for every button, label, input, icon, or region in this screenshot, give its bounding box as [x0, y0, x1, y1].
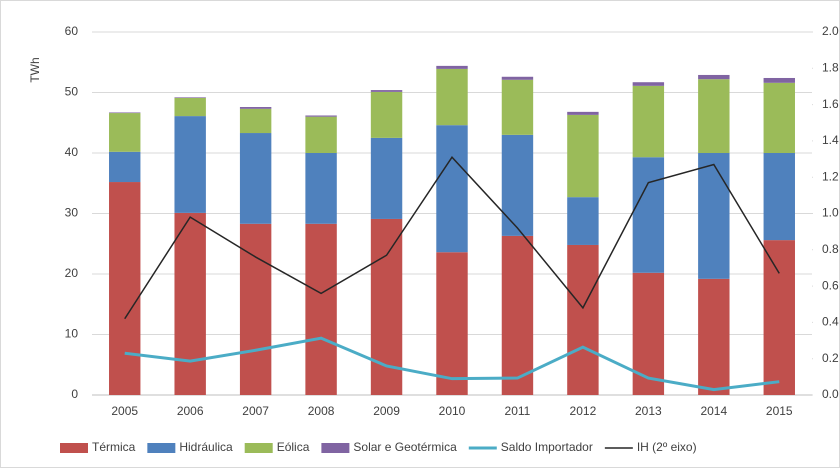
bar-segment [239, 223, 272, 395]
bar-segment [567, 111, 599, 115]
y-tick-label: 10 [65, 327, 79, 341]
x-tick-label: 2009 [373, 404, 400, 418]
bar-segment [698, 278, 730, 395]
bar-segment [305, 153, 337, 224]
legend-label: Eólica [277, 440, 310, 454]
bar-segment [436, 252, 468, 395]
bar-segment [763, 153, 795, 241]
x-tick-label: 2013 [635, 404, 662, 418]
x-tick-label: 2010 [439, 404, 466, 418]
legend-swatch [147, 443, 176, 453]
x-tick-label: 2006 [177, 404, 204, 418]
bar-segment [305, 115, 337, 117]
bar-segment [632, 82, 665, 86]
bar-segment [501, 79, 534, 135]
x-tick-label: 2012 [570, 404, 597, 418]
bar-segment [698, 74, 730, 80]
legend-swatch [321, 443, 350, 453]
bar-segment [436, 68, 468, 126]
bar-segment [370, 91, 403, 138]
y2-tick-label: 1.4 [822, 133, 839, 147]
x-tick-label: 2005 [111, 404, 138, 418]
y-tick-label: 40 [65, 145, 79, 159]
line-series [124, 336, 780, 392]
y2-tick-label: 0.2 [822, 351, 839, 365]
bar-segment [632, 85, 665, 158]
y2-tick-label: 1.0 [822, 206, 839, 220]
legend-label: Saldo Importador [501, 440, 593, 454]
bar-segment [239, 108, 272, 134]
bar-segment [567, 197, 599, 245]
bar-segment [109, 151, 141, 183]
bar-segment [698, 79, 730, 153]
y-tick-label: 60 [65, 24, 79, 38]
bar-segment [174, 212, 206, 395]
legend-label: IH (2º eixo) [637, 440, 697, 454]
y2-tick-label: 1.2 [822, 169, 839, 183]
x-tick-label: 2015 [766, 404, 793, 418]
y-tick-label: 0 [71, 387, 78, 401]
y-tick-label: 50 [65, 85, 79, 99]
bar-segment [436, 125, 468, 253]
legend-swatch [60, 443, 88, 453]
bar-segment [763, 240, 795, 395]
bar-segment [174, 116, 206, 213]
bar-segment [109, 182, 141, 395]
legend-swatch [244, 443, 273, 453]
y2-tick-label: 0.6 [822, 278, 839, 292]
bar-segment [305, 116, 337, 153]
bar-segment [567, 114, 599, 198]
x-tick-label: 2007 [242, 404, 269, 418]
y-axis-label: TWh [28, 57, 42, 82]
y2-tick-label: 0.4 [822, 315, 839, 329]
bar-segment [109, 112, 141, 114]
bar-segment [501, 134, 534, 236]
y-tick-label: 30 [65, 206, 79, 220]
y2-tick-label: 0.8 [822, 242, 839, 256]
x-tick-label: 2008 [308, 404, 335, 418]
line-series [124, 156, 780, 320]
y-tick-label: 20 [65, 266, 79, 280]
bar-segment [501, 76, 534, 80]
x-tick-label: 2014 [700, 404, 727, 418]
y2-tick-label: 0.0 [822, 387, 839, 401]
x-tick-label: 2011 [505, 404, 531, 418]
bar-segment [436, 65, 468, 69]
bar-segment [370, 137, 403, 219]
bar-segment [370, 90, 403, 92]
legend-label: Solar e Geotérmica [353, 440, 457, 454]
bar-segment [239, 133, 272, 224]
bar-segment [763, 77, 795, 83]
legend-label: Hidráulica [179, 440, 233, 454]
y2-tick-label: 2.0 [822, 24, 839, 38]
bar-segment [239, 107, 272, 109]
bar-segment [632, 157, 665, 273]
bar-segment [763, 82, 795, 153]
y2-tick-label: 1.8 [822, 60, 839, 74]
legend-label: Térmica [92, 440, 136, 454]
bar-segment [567, 244, 599, 395]
bar-segment [305, 223, 337, 395]
bar-segment [174, 97, 206, 98]
bar-segment [174, 97, 206, 117]
bar-segment [501, 235, 534, 395]
bar-segment [698, 153, 730, 279]
bar-segment [109, 113, 141, 152]
y2-tick-label: 1.6 [822, 97, 839, 111]
